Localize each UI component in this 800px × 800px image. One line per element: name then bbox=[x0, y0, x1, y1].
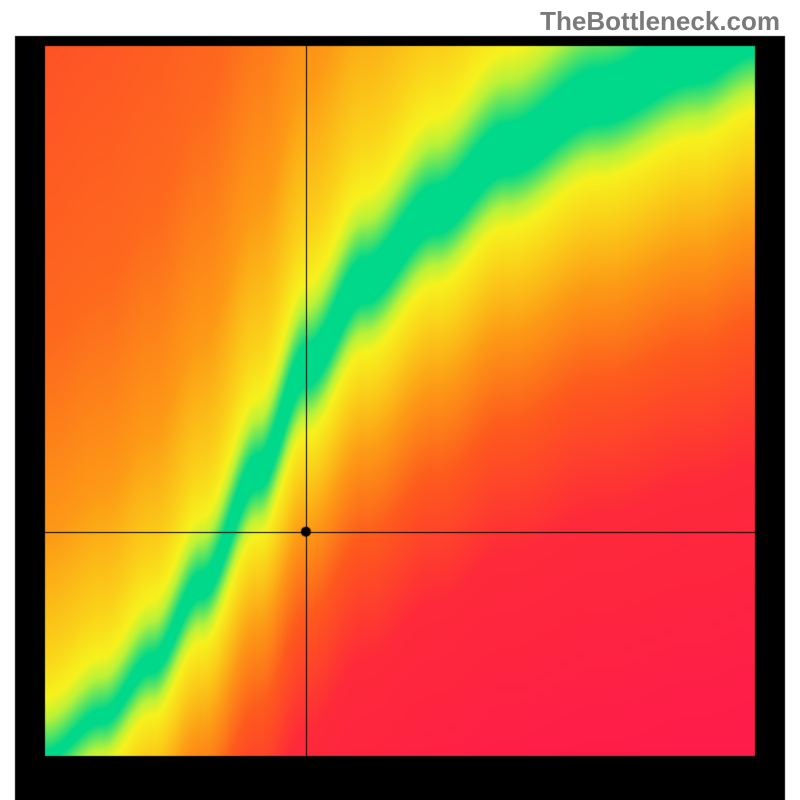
watermark-label: TheBottleneck.com bbox=[540, 6, 780, 37]
bottleneck-heatmap bbox=[0, 0, 800, 800]
